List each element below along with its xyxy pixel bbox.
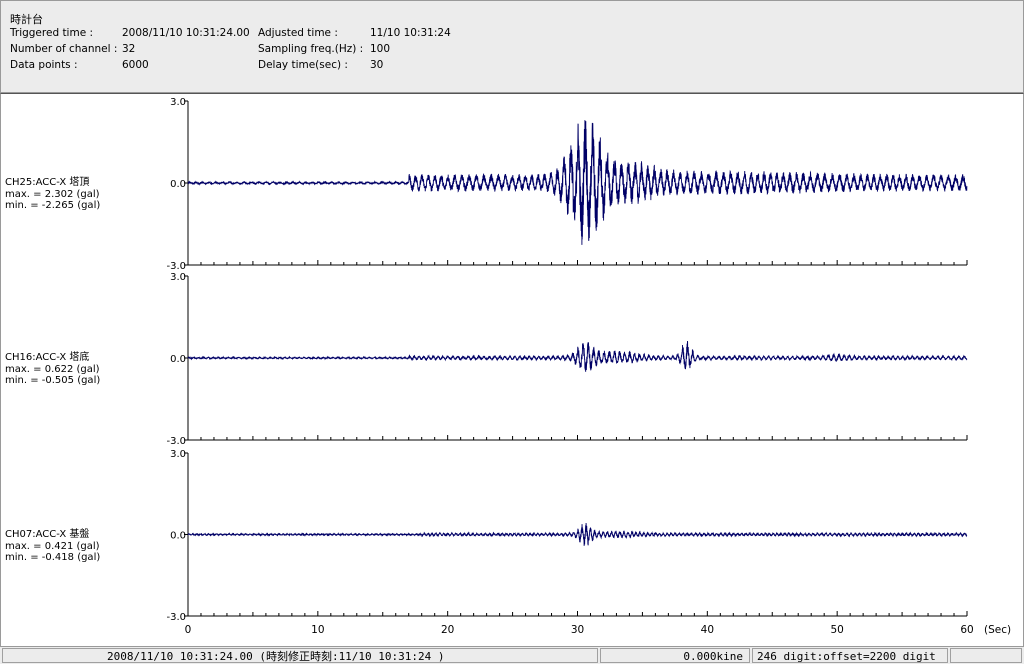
- channel-max: max. = 0.622 (gal): [5, 363, 100, 375]
- waveform-series-1: [187, 340, 968, 372]
- waveform-series-2: [187, 523, 968, 546]
- channel-min: min. = -0.505 (gal): [5, 375, 101, 386]
- x-tick-label: 10: [311, 624, 324, 636]
- y-tick-label: 3.0: [170, 272, 186, 283]
- adjusted-time-label: Adjusted time :: [258, 27, 338, 39]
- channel-min: min. = -2.265 (gal): [5, 200, 101, 211]
- x-tick-label: 20: [441, 624, 454, 636]
- triggered-time-label: Triggered time :: [10, 27, 94, 39]
- triggered-time-value: 2008/11/10 10:31:24.00: [122, 27, 250, 39]
- sampling-freq-label: Sampling freq.(Hz) :: [258, 43, 364, 55]
- y-tick-label: -3.0: [166, 261, 186, 272]
- waveform-plot-area: [0, 93, 1024, 647]
- channel-count-label: Number of channel :: [10, 43, 118, 55]
- delay-time-value: 30: [370, 59, 384, 71]
- x-tick-label: 50: [830, 624, 843, 636]
- channel-name: CH16:ACC-X 塔底: [5, 352, 90, 363]
- adjusted-time-value: 11/10 10:31:24: [370, 27, 451, 39]
- station-name: 時計台: [10, 13, 43, 26]
- channel-label-ch07: CH07:ACC-X 基盤 max. = 0.421 (gal) min. = …: [5, 529, 100, 564]
- y-tick-label: 0.0: [170, 354, 186, 365]
- channel-max: max. = 0.421 (gal): [5, 540, 100, 552]
- y-tick-label: 3.0: [170, 449, 186, 460]
- channel-label-ch25: CH25:ACC-X 塔頂 max. = 2.302 (gal) min. = …: [5, 177, 100, 212]
- y-tick-label: -3.0: [166, 612, 186, 623]
- x-tick-label: 0: [185, 624, 192, 636]
- status-digit: 246 digit:offset=2200 digit: [752, 648, 948, 663]
- y-tick-label: 0.0: [170, 179, 186, 190]
- status-velocity: 0.000kine: [600, 648, 750, 663]
- x-tick-label: 40: [701, 624, 714, 636]
- waveform-series-0: [187, 120, 968, 245]
- channel-name: CH25:ACC-X 塔頂: [5, 177, 90, 188]
- channel-label-ch16: CH16:ACC-X 塔底 max. = 0.622 (gal) min. = …: [5, 352, 100, 387]
- delay-time-label: Delay time(sec) :: [258, 59, 348, 71]
- y-tick-label: 3.0: [170, 97, 186, 108]
- channel-name: CH07:ACC-X 基盤: [5, 529, 90, 540]
- sampling-freq-value: 100: [370, 43, 391, 55]
- y-tick-label: 0.0: [170, 531, 186, 542]
- data-points-label: Data points :: [10, 59, 78, 71]
- status-empty: [950, 648, 1022, 663]
- status-bar: 2008/11/10 10:31:24.00 (時刻修正時刻:11/10 10:…: [0, 647, 1024, 664]
- channel-min: min. = -0.418 (gal): [5, 552, 101, 563]
- x-unit-label: (Sec): [984, 624, 1011, 636]
- data-points-value: 6000: [122, 59, 149, 71]
- info-header: 時計台 Triggered time : 2008/11/10 10:31:24…: [0, 0, 1024, 93]
- status-time: 2008/11/10 10:31:24.00 (時刻修正時刻:11/10 10:…: [2, 648, 598, 663]
- channel-count-value: 32: [122, 43, 136, 55]
- y-tick-label: -3.0: [166, 436, 186, 447]
- channel-max: max. = 2.302 (gal): [5, 188, 100, 200]
- x-tick-label: 60: [960, 624, 973, 636]
- x-tick-label: 30: [571, 624, 584, 636]
